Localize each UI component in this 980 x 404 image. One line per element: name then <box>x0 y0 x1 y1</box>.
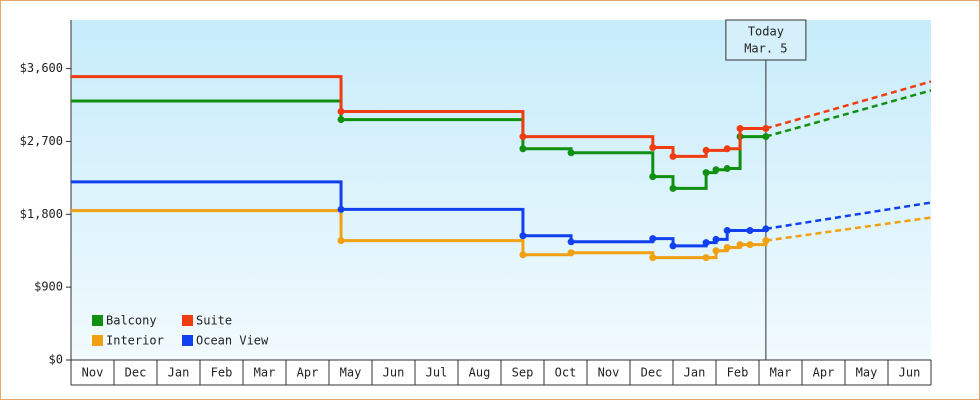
x-tick-label: Apr <box>813 366 835 380</box>
legend-swatch <box>92 315 103 326</box>
point <box>337 107 345 115</box>
point <box>746 241 754 249</box>
x-tick-label: Aug <box>469 366 491 380</box>
x-tick-label: Jul <box>426 366 448 380</box>
point <box>337 116 345 124</box>
x-tick-label: Nov <box>598 366 620 380</box>
legend-label: Ocean View <box>196 334 269 348</box>
forecast-line <box>765 201 932 231</box>
point <box>736 241 744 249</box>
y-tick-label: $3,600 <box>20 61 63 75</box>
legend-swatch <box>92 335 103 346</box>
point <box>702 146 710 154</box>
legend-swatch <box>182 335 193 346</box>
point <box>567 249 575 257</box>
forecast-line <box>765 216 932 242</box>
y-tick-label: $0 <box>49 353 63 367</box>
point <box>702 239 710 247</box>
point <box>669 184 677 192</box>
y-tick-label: $1,800 <box>20 207 63 221</box>
x-tick-label: Sep <box>512 366 534 380</box>
x-tick-label: Feb <box>727 366 749 380</box>
plot-area <box>71 20 931 360</box>
x-tick-label: Dec <box>125 366 147 380</box>
series-line <box>71 75 766 158</box>
point <box>519 232 527 240</box>
x-tick-label: Oct <box>555 366 577 380</box>
point <box>519 251 527 259</box>
x-tick-label: Mar <box>254 366 276 380</box>
legend-label: Suite <box>196 314 232 328</box>
point <box>337 205 345 213</box>
point <box>712 247 720 255</box>
point <box>702 254 710 262</box>
today-label: Today <box>748 25 784 39</box>
point <box>669 242 677 250</box>
x-tick-label: May <box>340 366 362 380</box>
point <box>723 165 731 173</box>
point <box>723 243 731 251</box>
point <box>567 149 575 157</box>
point <box>736 124 744 132</box>
point <box>762 237 770 245</box>
point <box>649 235 657 243</box>
point <box>702 169 710 177</box>
x-tick-label: Dec <box>641 366 663 380</box>
point <box>649 144 657 151</box>
point <box>337 237 345 245</box>
point <box>762 124 770 132</box>
point <box>723 145 731 153</box>
legend-label: Balcony <box>106 314 157 328</box>
point <box>669 152 677 160</box>
point <box>723 226 731 234</box>
x-tick-label: Jan <box>168 366 190 380</box>
forecast-line <box>765 80 932 130</box>
point <box>712 235 720 243</box>
x-tick-label: Apr <box>297 366 319 380</box>
point <box>519 133 527 141</box>
point <box>762 225 770 233</box>
x-tick-label: Nov <box>82 366 104 380</box>
x-tick-label: May <box>856 366 878 380</box>
point <box>746 226 754 234</box>
point <box>649 173 657 181</box>
forecast-line <box>765 89 932 138</box>
y-tick-label: $900 <box>34 280 63 294</box>
point <box>519 145 527 153</box>
legend-label: Interior <box>106 334 164 348</box>
legend-swatch <box>182 315 193 326</box>
y-tick-label: $2,700 <box>20 134 63 148</box>
x-tick-label: Mar <box>770 366 792 380</box>
x-tick-label: Jun <box>899 366 921 380</box>
x-tick-label: Jan <box>684 366 706 380</box>
today-label: Mar. 5 <box>744 42 787 56</box>
x-tick-label: Feb <box>211 366 233 380</box>
x-tick-label: Jun <box>383 366 405 380</box>
today-box <box>725 19 807 61</box>
point <box>762 133 770 141</box>
point <box>649 254 657 262</box>
point <box>712 166 720 174</box>
point <box>567 238 575 246</box>
